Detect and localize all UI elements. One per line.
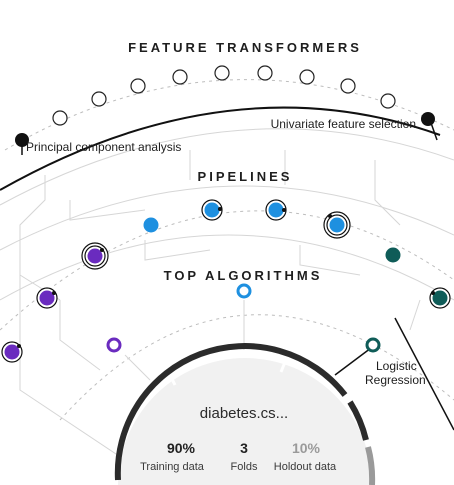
folds-label: Folds <box>231 461 258 473</box>
ring-title-feature-transformers: FEATURE TRANSFORMERS <box>128 40 362 55</box>
inner-bracket-arc-2 <box>0 185 454 251</box>
structural-arcs <box>0 106 454 301</box>
pipeline-node-teal[interactable] <box>432 290 448 306</box>
label-univariate-feature-selection: Univariate feature selection <box>271 117 416 131</box>
pipeline-node-marker <box>218 207 222 211</box>
pipeline-node-marker <box>100 248 104 252</box>
transformer-node[interactable] <box>130 78 146 94</box>
training-label: Training data <box>140 461 205 473</box>
pipeline-node-blue[interactable] <box>329 217 345 233</box>
transformer-node[interactable] <box>299 69 315 85</box>
transformer-node[interactable] <box>172 69 188 85</box>
transformer-node[interactable] <box>214 65 230 81</box>
transformer-node-univariate-selected[interactable] <box>421 112 435 126</box>
transformer-node[interactable] <box>52 110 68 126</box>
inner-bracket-arc-1 <box>0 128 454 206</box>
pipeline-node-purple[interactable] <box>39 290 55 306</box>
feature-transformer-nodes <box>52 65 396 126</box>
label-principal-component-analysis: Principal component analysis <box>26 140 181 154</box>
training-percent: 90% <box>167 440 196 456</box>
transformer-node[interactable] <box>380 93 396 109</box>
holdout-arc <box>365 446 376 485</box>
dataset-core <box>114 343 376 485</box>
pipeline-node-blue[interactable] <box>143 217 159 233</box>
pipeline-node-blue[interactable] <box>204 202 220 218</box>
ring-title-pipelines: PIPELINES <box>198 169 293 184</box>
pipeline-node-purple[interactable] <box>4 344 20 360</box>
pipeline-nodes <box>1 199 451 363</box>
transformer-node[interactable] <box>340 78 356 94</box>
bracket-lines <box>19 150 421 471</box>
dataset-core-fill <box>118 358 372 485</box>
ring-title-top-algorithms: TOP ALGORITHMS <box>164 268 323 283</box>
pipeline-node-blue[interactable] <box>268 202 284 218</box>
transformer-node[interactable] <box>257 65 273 81</box>
fold-separators <box>168 361 287 386</box>
training-arc-end <box>347 400 369 441</box>
pipeline-node-marker <box>17 344 21 348</box>
algorithm-node-teal[interactable] <box>365 337 381 353</box>
training-arc <box>114 343 348 481</box>
pipeline-node-marker <box>431 291 435 295</box>
label-logistic-line-2: Regression <box>365 373 426 387</box>
pipeline-node-marker <box>52 291 56 295</box>
algorithm-node-blue[interactable] <box>236 283 252 299</box>
folds-count: 3 <box>240 440 248 456</box>
holdout-percent: 10% <box>292 440 321 456</box>
guide-arcs <box>0 79 454 421</box>
pipeline-node-marker <box>282 208 286 212</box>
inner-bracket-arc-3 <box>0 234 454 301</box>
pipeline-node-purple[interactable] <box>87 248 103 264</box>
holdout-label: Holdout data <box>274 461 337 473</box>
pipeline-node-marker <box>328 214 332 218</box>
transformer-node[interactable] <box>91 91 107 107</box>
label-logistic-line-1: Logistic <box>376 359 417 373</box>
dataset-name[interactable]: diabetes.cs... <box>200 405 288 422</box>
algorithm-node-purple[interactable] <box>106 337 122 353</box>
top-algorithm-nodes <box>106 283 381 353</box>
pipeline-node-teal[interactable] <box>385 247 401 263</box>
transformer-node-pca-selected[interactable] <box>15 133 29 147</box>
outer-boundary-arc <box>0 106 441 191</box>
